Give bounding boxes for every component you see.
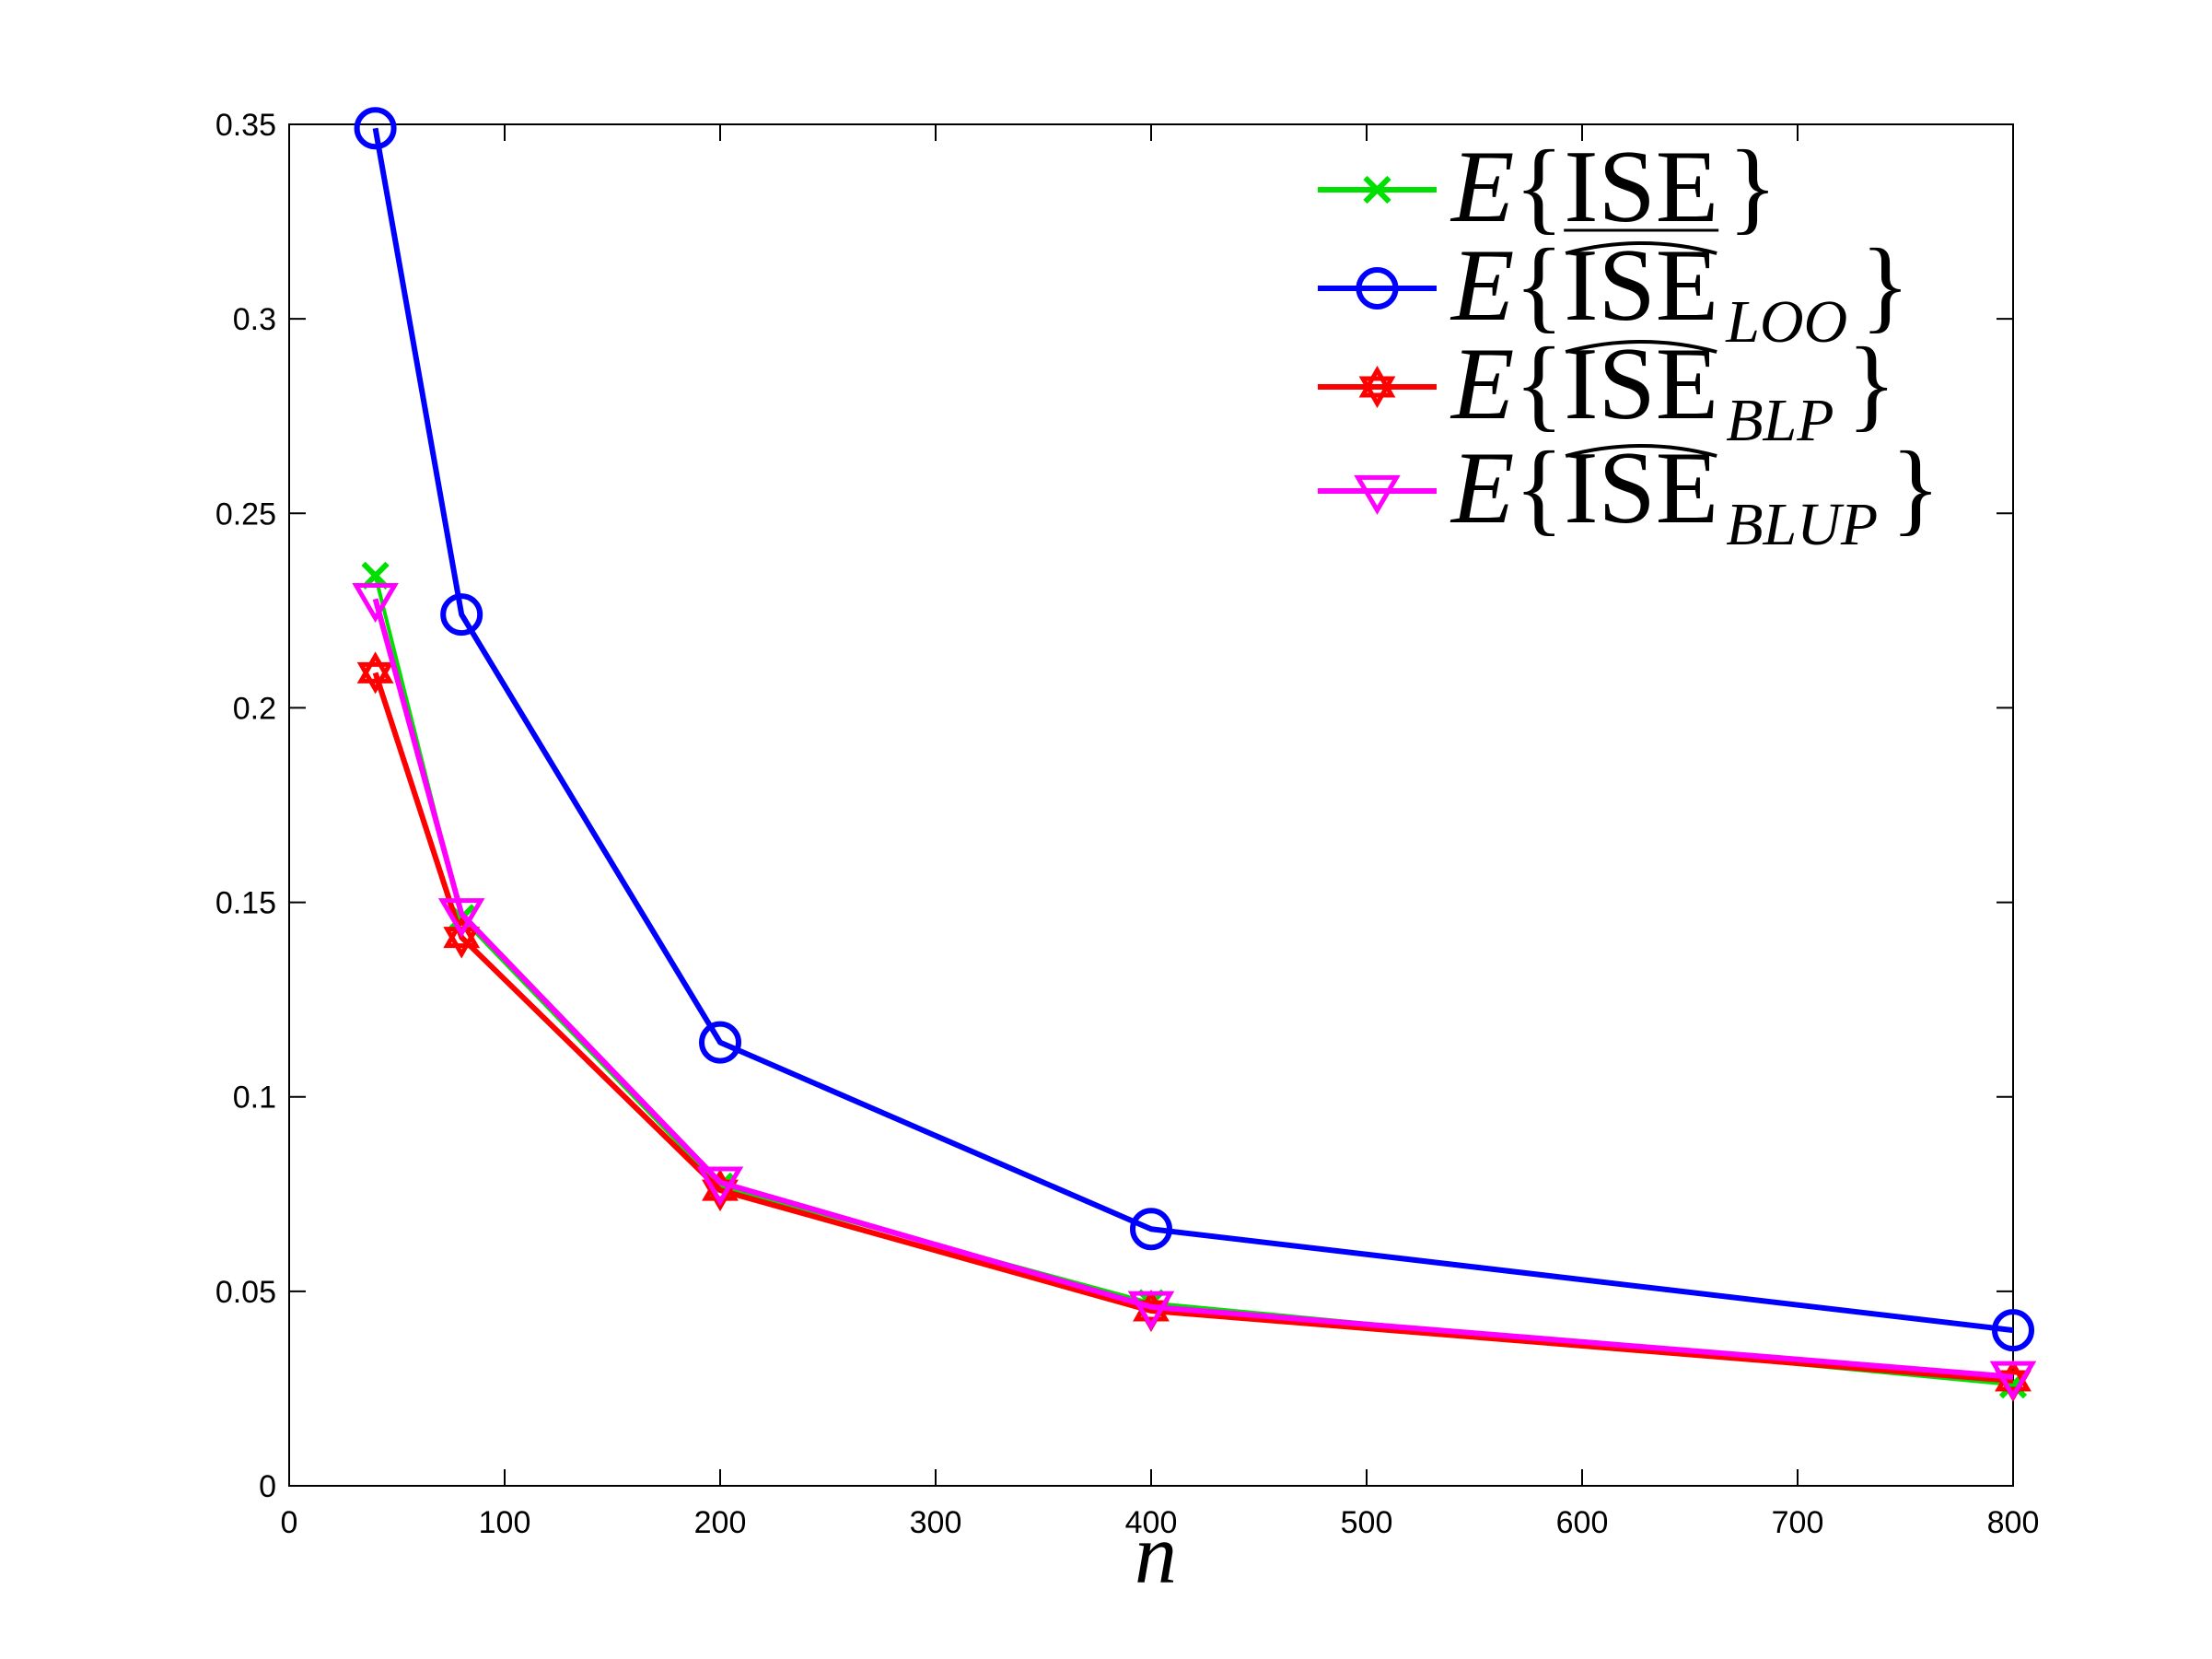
legend-label: E{ISE BLP} xyxy=(1449,327,1896,454)
hat-accent xyxy=(1565,444,1717,458)
x-axis-label: n xyxy=(1135,1507,1177,1601)
data-point xyxy=(1130,1208,1172,1251)
legend-entry: E{ISE} xyxy=(1318,130,1777,244)
legend-entry: E{ISE BLUP} xyxy=(1318,431,1940,558)
data-point xyxy=(696,1166,744,1207)
y-tick-label: 0.35 xyxy=(215,108,276,143)
legend-marker xyxy=(1356,267,1399,310)
x-tick-label: 500 xyxy=(1341,1505,1393,1540)
x-tick-label: 600 xyxy=(1556,1505,1609,1540)
series-loo xyxy=(354,107,2034,1352)
legend-marker xyxy=(1363,175,1391,204)
legend: E{ISE}E{ISE LOO}E{ISE BLP}E{ISE BLUP} xyxy=(1318,130,1940,558)
y-tick-label: 0 xyxy=(259,1469,276,1504)
data-point xyxy=(1989,1361,2037,1401)
data-point xyxy=(354,107,397,150)
x-tick-label: 200 xyxy=(694,1505,747,1540)
x-tick-label: 300 xyxy=(910,1505,962,1540)
hat-accent xyxy=(1565,241,1717,255)
series-lines xyxy=(352,107,2037,1402)
x-tick-label: 400 xyxy=(1125,1505,1178,1540)
y-tick-label: 0.1 xyxy=(233,1081,276,1116)
series-blup xyxy=(352,583,2037,1401)
data-point xyxy=(699,1021,741,1064)
legend-label: E{ISE} xyxy=(1449,130,1777,244)
data-point xyxy=(440,593,483,637)
x-tick-label: 0 xyxy=(281,1505,298,1540)
axes: 0 100 200 300 400 500 600 700 800 0 0.05 0.1 0.15 0.2… xyxy=(215,108,2040,1540)
data-point xyxy=(1127,1291,1175,1331)
hat-accent xyxy=(1565,340,1717,354)
y-tick-label: 0.05 xyxy=(215,1275,276,1310)
series-line xyxy=(372,127,2014,1334)
legend-marker xyxy=(1354,474,1401,515)
series-line xyxy=(372,672,2014,1384)
legend-entry: E{ISE BLP} xyxy=(1318,327,1896,454)
data-point xyxy=(356,651,394,695)
data-point xyxy=(352,583,399,624)
x-tick-label: 700 xyxy=(1772,1505,1824,1540)
legend-marker xyxy=(1358,366,1396,408)
y-tick-label: 0.3 xyxy=(233,302,276,337)
y-tick-label: 0.25 xyxy=(215,497,276,532)
legend-label: E{ISE LOO} xyxy=(1449,228,1910,356)
data-point xyxy=(437,898,485,939)
legend-entry: E{ISE LOO} xyxy=(1318,228,1910,356)
x-tick-label: 100 xyxy=(479,1505,531,1540)
data-point xyxy=(1992,1309,2034,1352)
y-tick-label: 0.2 xyxy=(233,691,276,726)
series-line xyxy=(372,598,2014,1380)
y-tick-label: 0.15 xyxy=(215,886,276,921)
x-tick-label: 800 xyxy=(1987,1505,2040,1540)
